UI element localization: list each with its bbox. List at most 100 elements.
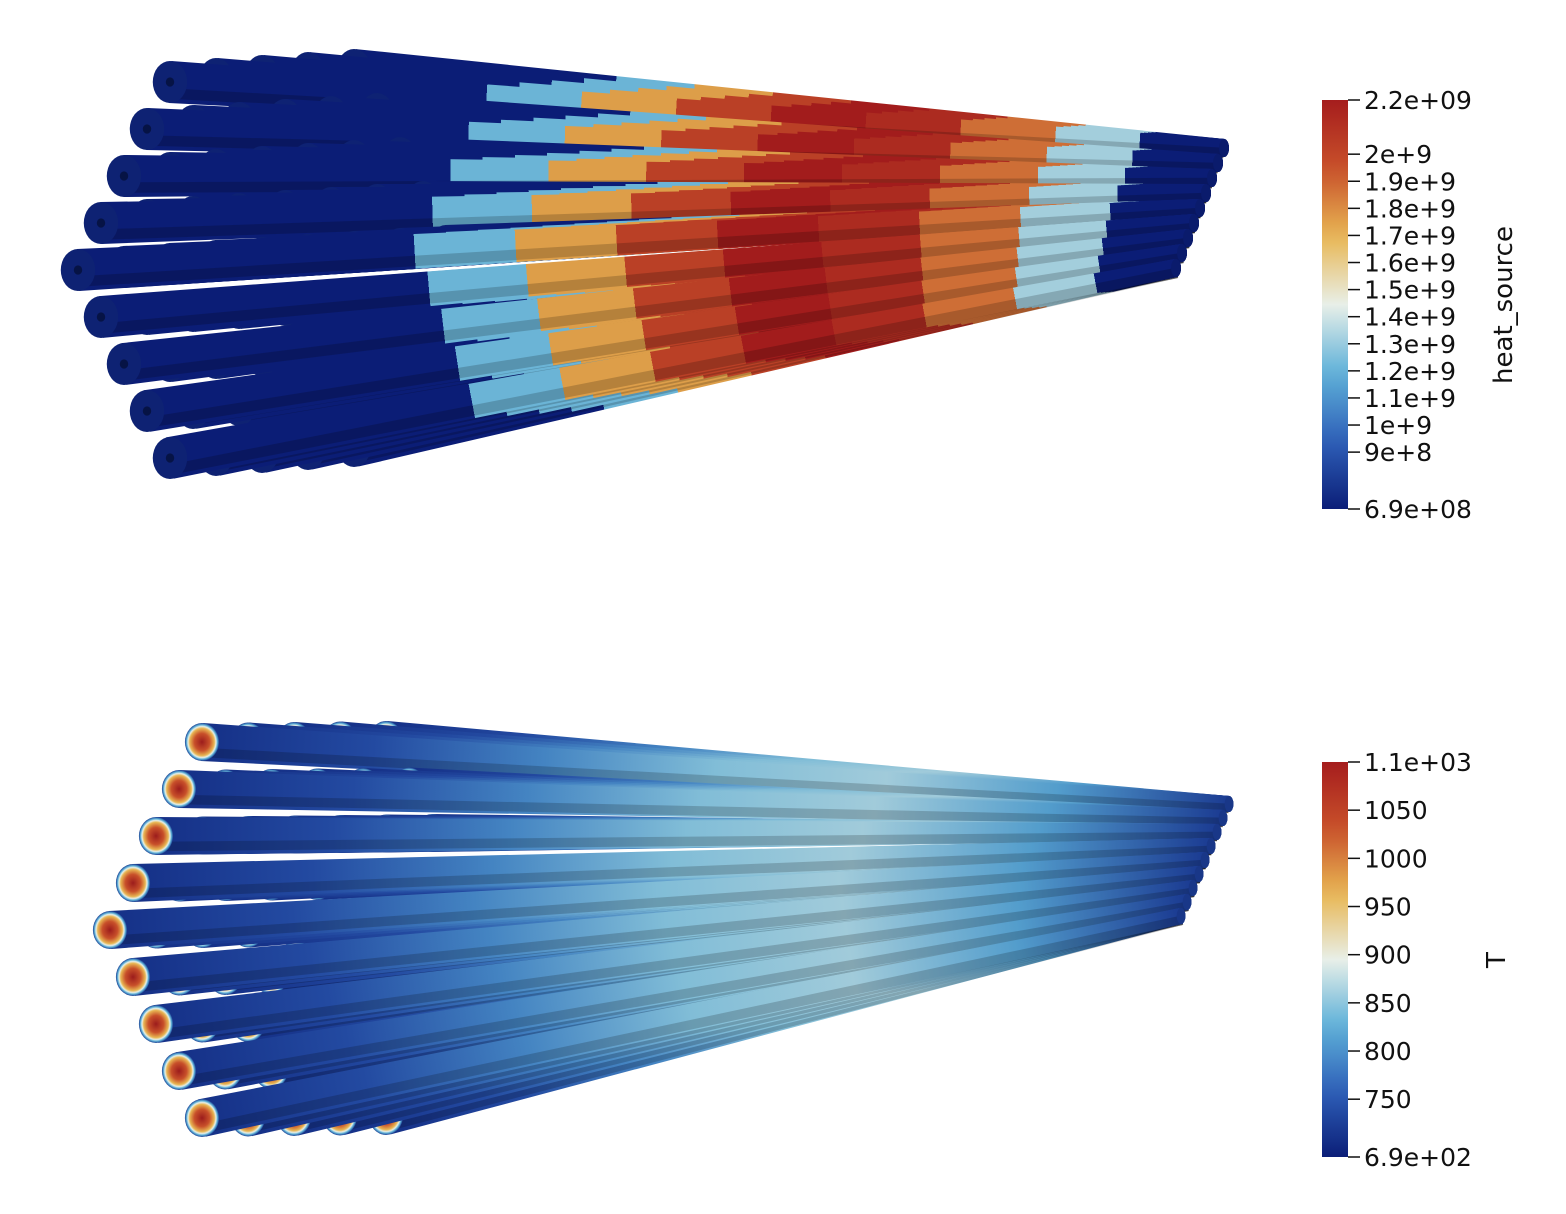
fuel-rod-shade — [124, 237, 1190, 381]
fuel-rod-end — [1219, 139, 1229, 157]
fuel-rod-face — [161, 770, 197, 808]
fuel-rod-shade — [203, 915, 1183, 1133]
colorbar-tick-label: 6.9e+02 — [1364, 1143, 1472, 1172]
fuel-rod-shade — [133, 845, 1212, 899]
fuel-rod-end — [1224, 796, 1234, 812]
colorbar-tick-label: 900 — [1364, 941, 1412, 970]
temperature-colorbar: T 1.1e+03 1050 1000 950 900 850 800 750 6.9e+02 — [1322, 748, 1512, 1172]
colorbar-tick-label: 1.8e+9 — [1364, 194, 1456, 223]
fuel-rod-body — [153, 880, 1195, 1043]
fuel-rod-face — [92, 911, 128, 949]
fuel-rod-body — [100, 184, 1207, 244]
colorbar-tick-label: 1e+9 — [1364, 411, 1432, 440]
fuel-rod-face — [115, 958, 151, 996]
fuel-rod-shade — [147, 252, 1184, 428]
fuel-rod-shade — [101, 222, 1195, 334]
fuel-rod-body — [131, 866, 1200, 996]
fuel-rod-body — [121, 229, 1190, 385]
fuel-rod-body — [132, 838, 1212, 902]
colorbar-tick-label: 6.9e+08 — [1364, 495, 1472, 524]
colorbar-gradient — [1322, 762, 1348, 1157]
fuel-rod-end — [1188, 880, 1198, 896]
colorbar-tick-label: 1050 — [1364, 796, 1428, 825]
fuel-rod-end — [1194, 866, 1204, 882]
fuel-rod-body — [99, 214, 1195, 338]
fuel-rod-shade — [155, 831, 1218, 852]
fuel-rod-end — [1218, 810, 1228, 826]
fuel-rod-body — [175, 894, 1189, 1090]
fuel-rod-bore — [119, 171, 129, 181]
colorbar-tick-label: 750 — [1364, 1085, 1412, 1114]
fuel-rod-bore — [96, 312, 106, 322]
fuel-rod-bore — [119, 359, 129, 369]
fuel-rod-face — [138, 817, 174, 855]
colorbar-tick-label: 1.5e+9 — [1364, 276, 1456, 305]
fuel-rod-body — [143, 244, 1184, 432]
heat-source-colorbar: heat_source 2.2e+09 2e+91.9e+91.8e+91.7e+… — [1322, 86, 1519, 524]
heat-source-view: heat_source 2.2e+09 2e+9 1.9e+9 1.8e+9 1.7e+… — [0, 0, 1566, 560]
fuel-rod-body — [146, 108, 1219, 172]
fuel-rod-face — [184, 723, 220, 761]
fuel-rod-face — [115, 864, 151, 902]
fuel-rod-body — [166, 259, 1178, 479]
temperature-colorbar-title: T — [1482, 952, 1512, 969]
colorbar-tick-label: 2.2e+09 — [1364, 86, 1472, 115]
fuel-rod-shade — [179, 901, 1189, 1086]
fuel-rod-body — [200, 723, 1230, 812]
colorbar-gradient — [1322, 100, 1348, 509]
fuel-rod-end — [1171, 259, 1181, 277]
fuel-rod-shade — [101, 192, 1207, 240]
fuel-rod-shade — [133, 873, 1200, 993]
temperature-rod-bundle — [92, 721, 1234, 1137]
fuel-rod-body — [108, 852, 1206, 949]
fuel-rod-shade — [178, 794, 1223, 828]
fuel-rod-bore — [96, 218, 106, 228]
fuel-rod-bore — [165, 77, 175, 87]
colorbar-tick-label: 1.6e+9 — [1364, 249, 1456, 278]
fuel-rod-end — [1200, 852, 1210, 868]
fuel-rod-shade — [171, 267, 1178, 475]
heat-source-rod-bundle — [60, 49, 1229, 479]
colorbar-tick-label: 1.1e+9 — [1364, 384, 1456, 413]
fuel-rod-end — [1206, 838, 1216, 854]
colorbar-tick-label: 950 — [1364, 893, 1412, 922]
colorbar-tick-label: 1.1e+03 — [1364, 748, 1472, 777]
colorbar-tick-label: 850 — [1364, 989, 1412, 1018]
fuel-rod-face — [138, 1005, 174, 1043]
fuel-rod-body — [198, 908, 1183, 1137]
fuel-rod-body — [168, 61, 1225, 157]
colorbar-tick-label: 1.2e+9 — [1364, 357, 1456, 386]
fuel-rod-end — [1176, 908, 1186, 924]
fuel-rod-end — [1195, 199, 1205, 217]
fuel-rod-end — [1207, 169, 1217, 187]
fuel-rod-shade — [156, 887, 1195, 1040]
colorbar-tick-label: 1.7e+9 — [1364, 221, 1456, 250]
fuel-rod-bore — [142, 124, 152, 134]
fuel-rod-body — [178, 770, 1224, 826]
colorbar-tick-label: 1000 — [1364, 844, 1428, 873]
fuel-rod-end — [1189, 214, 1199, 232]
fuel-rod-face — [184, 1099, 220, 1137]
fuel-rod-shade — [201, 747, 1229, 814]
fuel-rod-end — [1201, 184, 1211, 202]
colorbar-tick-label: 9e+8 — [1364, 438, 1432, 467]
colorbar-tick-label: 2e+9 — [1364, 140, 1432, 169]
fuel-rod-end — [1182, 894, 1192, 910]
colorbar-tick-label: 1.9e+9 — [1364, 167, 1456, 196]
fuel-rod-body — [155, 817, 1218, 855]
colorbar-tick-label: 1.4e+9 — [1364, 303, 1456, 332]
fuel-rod-end — [1177, 244, 1187, 262]
temperature-view: T 1.1e+03 1050 1000 950 900 850 800 750 6.9e+02 — [0, 690, 1566, 1214]
fuel-rod-end — [1212, 824, 1222, 840]
fuel-rod-end — [1183, 229, 1193, 247]
heat-source-colorbar-title: heat_source — [1489, 226, 1519, 384]
fuel-rod-face — [161, 1052, 197, 1090]
fuel-rod-bore — [73, 265, 83, 275]
fuel-rod-shade — [110, 859, 1206, 946]
colorbar-tick-label: 1.3e+9 — [1364, 330, 1456, 359]
colorbar-tick-label: 800 — [1364, 1037, 1412, 1066]
fuel-rod-end — [1213, 154, 1223, 172]
fuel-rod-bore — [165, 453, 175, 463]
fuel-rod-bore — [142, 406, 152, 416]
fuel-rod-shade — [78, 207, 1201, 287]
